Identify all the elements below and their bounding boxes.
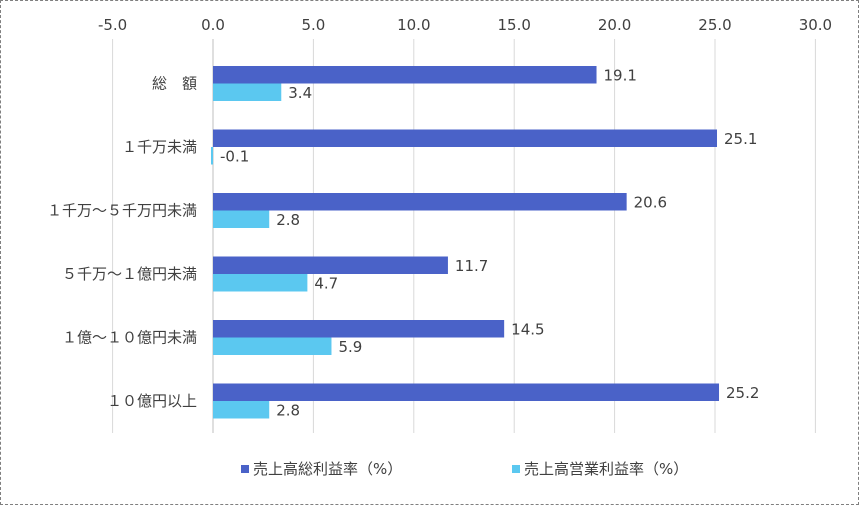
legend-label: 売上高総利益率（%） (253, 460, 402, 478)
data-label: 14.5 (511, 320, 544, 338)
bar-gross-margin (213, 383, 720, 401)
x-tick-label: 0.0 (201, 16, 225, 34)
gridlines (112, 39, 816, 433)
bar-gross-margin (213, 256, 448, 274)
bar-operating-margin (213, 83, 282, 101)
category-label: １千万未満 (122, 138, 197, 156)
bar-gross-margin (213, 193, 627, 211)
data-label: 5.9 (338, 338, 362, 356)
data-label: 3.4 (288, 84, 312, 102)
x-tick-label: 30.0 (799, 16, 832, 34)
bar-operating-margin (213, 210, 270, 228)
x-tick-label: 10.0 (397, 16, 430, 34)
bar-gross-margin (213, 66, 597, 84)
category-label: １億～１０億円未満 (62, 329, 197, 347)
bar-operating-margin (213, 274, 308, 292)
bar-gross-margin (213, 129, 718, 147)
data-labels: 19.1 3.4 25.1 -0.1 20.6 2.8 11.7 4.7 14.5 5.9 25.2… (220, 66, 759, 419)
data-label: 4.7 (314, 274, 338, 292)
data-label: 25.2 (726, 384, 759, 402)
data-label: 11.7 (455, 257, 488, 275)
data-label: 20.6 (634, 193, 667, 211)
category-label: １千万～５千万円未満 (47, 202, 197, 220)
category-labels: 総 額 １千万未満 １千万～５千万円未満 ５千万～１億円未満 １億～１０億円未満 １０億円… (47, 75, 197, 411)
x-tick-label: 20.0 (598, 16, 631, 34)
category-label: ５千万～１億円未満 (62, 265, 197, 283)
category-label: 総 額 (152, 75, 197, 93)
data-label: -0.1 (220, 147, 249, 165)
data-label: 2.8 (276, 211, 300, 229)
data-label: 2.8 (276, 401, 300, 419)
bar-operating-margin (213, 337, 332, 355)
legend: 売上高総利益率（%） 売上高営業利益率（%） (241, 460, 688, 478)
legend-swatch (512, 465, 520, 473)
x-tick-label: 15.0 (497, 16, 530, 34)
data-label: 25.1 (724, 130, 757, 148)
legend-label: 売上高営業利益率（%） (524, 460, 688, 478)
x-tick-label: 5.0 (301, 16, 325, 34)
x-axis-tick-labels: -5.0 0.0 5.0 10.0 15.0 20.0 25.0 30.0 (98, 16, 832, 34)
bars (210, 66, 720, 419)
bar-operating-margin (213, 401, 270, 419)
x-tick-label: 25.0 (698, 16, 731, 34)
bar-gross-margin (213, 320, 505, 338)
legend-swatch (241, 465, 249, 473)
data-label: 19.1 (604, 66, 637, 84)
x-tick-label: -5.0 (98, 16, 127, 34)
bar-operating-margin (210, 147, 213, 165)
category-label: １０億円以上 (107, 392, 197, 410)
